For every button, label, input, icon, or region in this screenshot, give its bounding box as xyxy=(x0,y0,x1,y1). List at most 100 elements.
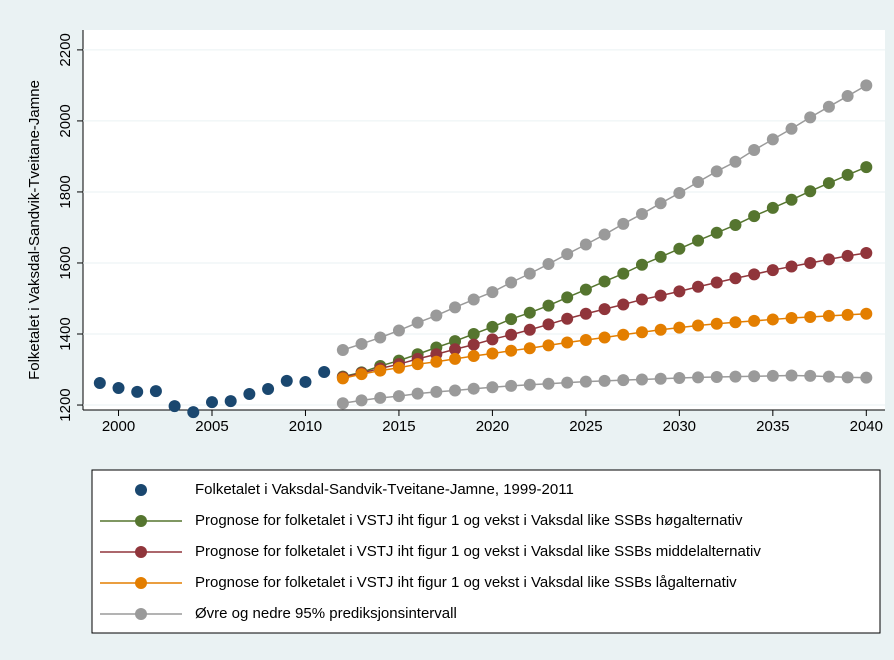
data-point xyxy=(766,201,779,214)
data-point xyxy=(729,316,742,329)
x-tick-label: 2035 xyxy=(756,418,789,435)
data-point xyxy=(561,312,574,325)
data-point xyxy=(392,324,405,337)
data-point xyxy=(598,228,611,241)
data-point xyxy=(822,309,835,322)
data-point xyxy=(635,258,648,271)
data-point xyxy=(430,385,443,398)
data-point xyxy=(785,260,798,273)
data-point xyxy=(505,276,518,289)
data-point xyxy=(561,248,574,261)
legend-marker xyxy=(135,546,147,558)
data-point xyxy=(841,308,854,321)
data-point xyxy=(635,326,648,339)
legend-label: Prognose for folketalet i VSTJ iht figur… xyxy=(195,574,737,591)
data-point xyxy=(280,374,293,387)
y-axis-label: Folketalet i Vaksdal-Sandvik-Tveitane-Ja… xyxy=(26,80,43,380)
data-point xyxy=(355,337,368,350)
data-point xyxy=(841,249,854,262)
data-point xyxy=(635,373,648,386)
data-point xyxy=(822,177,835,190)
x-tick-label: 2015 xyxy=(382,418,415,435)
data-point xyxy=(467,338,480,351)
data-point xyxy=(243,388,256,401)
data-point xyxy=(710,165,723,178)
data-point xyxy=(112,381,125,394)
legend-label: Prognose for folketalet i VSTJ iht figur… xyxy=(195,543,761,560)
data-point xyxy=(860,307,873,320)
legend-label: Prognose for folketalet i VSTJ iht figur… xyxy=(195,512,743,529)
data-point xyxy=(748,268,761,281)
data-point xyxy=(449,384,462,397)
data-point xyxy=(692,371,705,384)
data-point xyxy=(766,133,779,146)
data-point xyxy=(505,344,518,357)
data-point xyxy=(262,383,275,396)
y-tick-label: 1200 xyxy=(57,388,74,421)
data-point xyxy=(579,238,592,251)
data-point xyxy=(579,375,592,388)
data-point xyxy=(822,100,835,113)
data-point xyxy=(523,342,536,355)
data-point xyxy=(860,371,873,384)
data-point xyxy=(318,366,331,378)
data-point xyxy=(131,385,144,398)
data-point xyxy=(654,372,667,385)
data-point xyxy=(710,226,723,239)
data-point xyxy=(486,347,499,360)
data-point xyxy=(430,309,443,322)
data-point xyxy=(804,369,817,382)
data-point xyxy=(355,368,368,381)
legend-label: Øvre og nedre 95% prediksjonsintervall xyxy=(195,605,457,622)
data-point xyxy=(729,272,742,285)
data-point xyxy=(561,376,574,389)
data-point xyxy=(149,385,162,398)
data-point xyxy=(542,339,555,352)
data-point xyxy=(336,343,349,356)
data-point xyxy=(374,364,387,377)
data-point xyxy=(841,168,854,181)
data-point xyxy=(168,400,181,413)
data-point xyxy=(673,242,686,255)
x-tick-label: 2010 xyxy=(289,418,322,435)
data-point xyxy=(654,197,667,210)
data-point xyxy=(729,155,742,168)
x-tick-label: 2000 xyxy=(102,418,135,435)
legend-box xyxy=(91,469,881,634)
data-point xyxy=(673,285,686,298)
data-point xyxy=(785,122,798,135)
data-point xyxy=(542,258,555,271)
data-point xyxy=(579,334,592,347)
data-point xyxy=(710,276,723,289)
data-point xyxy=(505,379,518,392)
data-point xyxy=(505,313,518,326)
y-tick-label: 2000 xyxy=(57,104,74,137)
data-point xyxy=(467,293,480,306)
data-point xyxy=(505,328,518,341)
data-point xyxy=(841,90,854,103)
data-point xyxy=(598,374,611,387)
data-point xyxy=(411,316,424,329)
data-point xyxy=(635,293,648,306)
data-point xyxy=(766,369,779,382)
data-point xyxy=(710,317,723,330)
data-point xyxy=(224,395,237,408)
x-tick-label: 2030 xyxy=(663,418,696,435)
data-point xyxy=(542,299,555,312)
data-point xyxy=(392,390,405,403)
data-point xyxy=(654,289,667,302)
data-point xyxy=(598,303,611,316)
data-point xyxy=(336,397,349,410)
data-point xyxy=(542,377,555,390)
data-point xyxy=(467,350,480,363)
data-point xyxy=(729,370,742,383)
data-point xyxy=(822,370,835,383)
data-point xyxy=(579,283,592,296)
data-point xyxy=(748,144,761,157)
data-point xyxy=(449,343,462,356)
data-point xyxy=(598,331,611,344)
y-tick-label: 1800 xyxy=(57,175,74,208)
data-point xyxy=(617,298,630,311)
data-point xyxy=(841,371,854,384)
data-point xyxy=(729,218,742,231)
